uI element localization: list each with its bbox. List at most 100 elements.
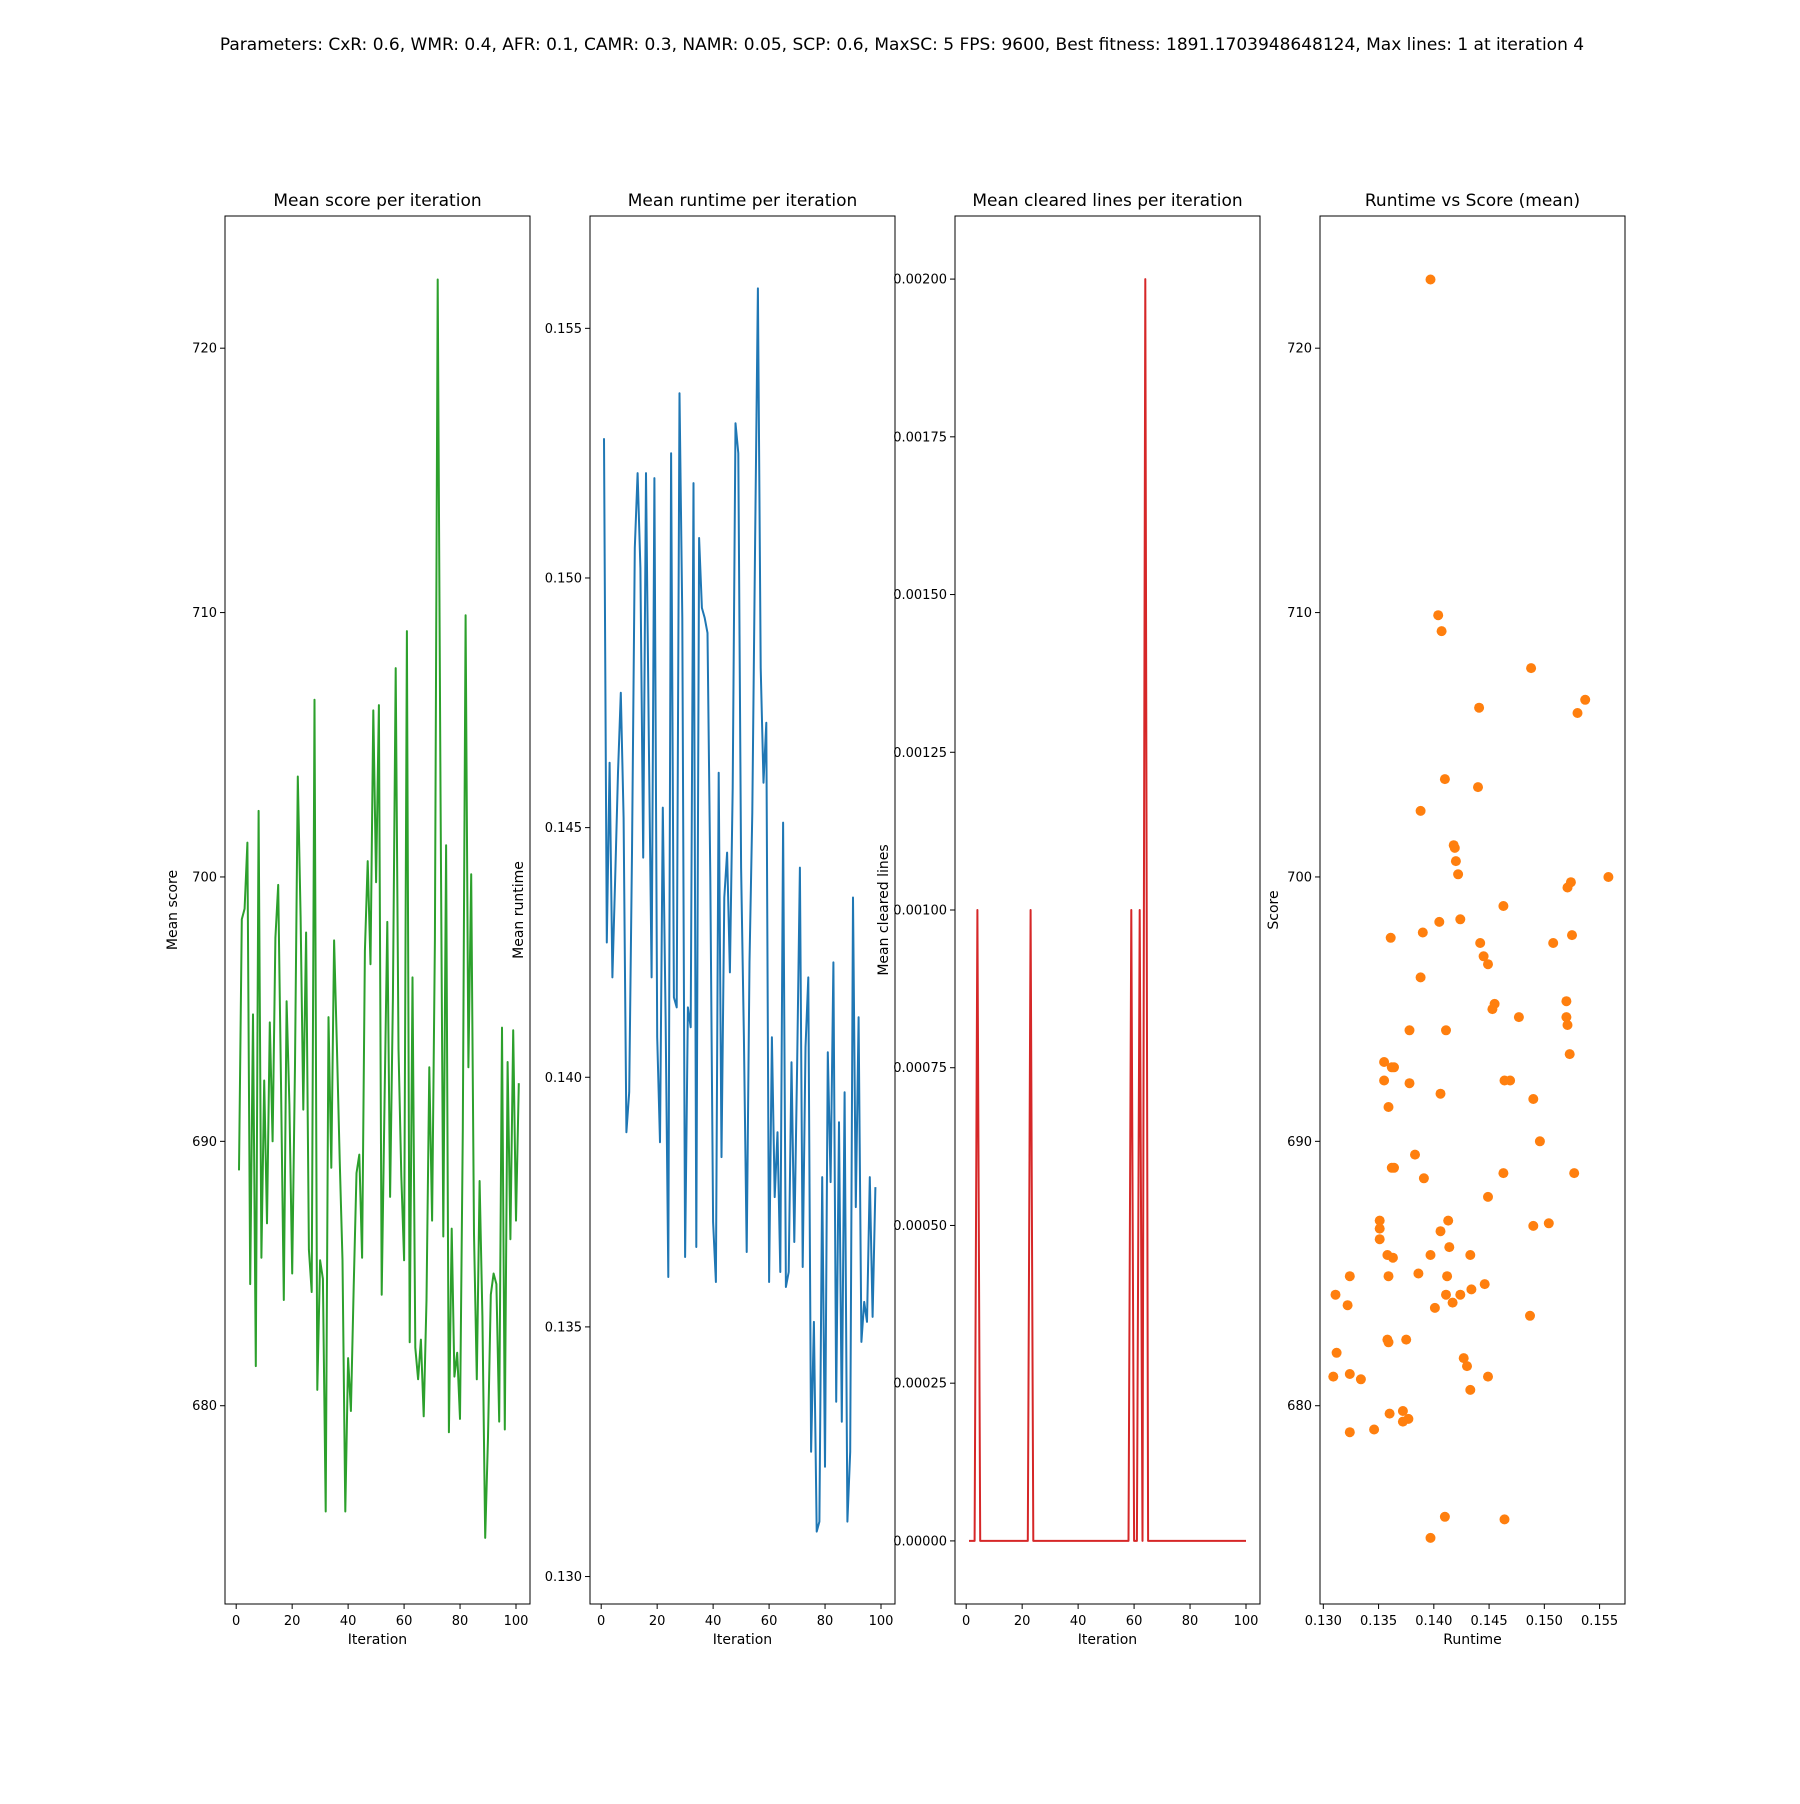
- scatter-point: [1473, 782, 1483, 793]
- scatter-point: [1564, 1049, 1575, 1060]
- scatter-point: [1413, 1268, 1424, 1279]
- scatter-point: [1344, 1369, 1355, 1379]
- scatter-point: [1435, 1088, 1446, 1099]
- y-tick-label: 0.145: [545, 821, 582, 836]
- scatter-point: [1425, 1250, 1436, 1260]
- scatter-point: [1425, 1532, 1436, 1543]
- scatter-point: [1425, 274, 1436, 285]
- scatter-point: [1458, 1353, 1469, 1364]
- y-tick-label: 0.130: [545, 1570, 582, 1585]
- scatter-point: [1561, 996, 1572, 1007]
- chart-mean-score: Mean score per iteration 0 20 40 60 80 100 680 6…: [165, 191, 531, 1648]
- scatter-point: [1415, 805, 1426, 816]
- scatter-point: [1483, 959, 1493, 970]
- scatter-point: [1342, 1300, 1353, 1311]
- y-axis-label: Mean cleared lines: [876, 844, 892, 975]
- y-tick-label: 720: [1287, 342, 1312, 357]
- scatter-point: [1379, 1075, 1390, 1086]
- y-tick-label: 0.140: [545, 1071, 582, 1086]
- scatter-point: [1455, 914, 1466, 925]
- x-tick-label: 0.155: [1581, 1614, 1618, 1629]
- scatter-point: [1475, 938, 1486, 948]
- y-tick-label: 700: [192, 870, 217, 885]
- scatter-point: [1439, 1511, 1450, 1522]
- x-axis-label: Iteration: [348, 1632, 407, 1648]
- x-tick-label: 100: [504, 1614, 529, 1629]
- scatter-point: [1410, 1149, 1420, 1160]
- y-tick-label: 0.00000: [893, 1534, 947, 1549]
- scatter-point: [1443, 1215, 1454, 1226]
- scatter-point: [1534, 1136, 1545, 1147]
- axes-frame: [589, 215, 896, 1605]
- scatter-point: [1435, 1226, 1446, 1237]
- scatter-point: [1479, 1279, 1490, 1290]
- x-tick-label: 0.140: [1415, 1614, 1452, 1629]
- y-tick-label: 690: [192, 1135, 217, 1150]
- x-tick-label: 80: [817, 1614, 834, 1629]
- scatter-point: [1441, 1025, 1451, 1036]
- axes-frame: [224, 215, 531, 1605]
- scatter-point: [1344, 1427, 1355, 1438]
- chart-title: Runtime vs Score (mean): [1365, 191, 1580, 211]
- scatter-point: [1453, 869, 1464, 880]
- scatter-point: [1383, 1271, 1394, 1282]
- scatter-point: [1444, 1242, 1455, 1253]
- scatter-point: [1389, 1062, 1399, 1073]
- x-tick-label: 40: [705, 1614, 722, 1629]
- chart-title: Mean score per iteration: [273, 191, 481, 211]
- y-tick-label: 0.00025: [893, 1377, 947, 1392]
- scatter-point: [1369, 1424, 1380, 1435]
- y-tick-label: 0.00100: [893, 904, 947, 919]
- scatter-point: [1415, 972, 1426, 983]
- chart-mean-cleared-lines: Mean cleared lines per iteration 0 20 40 60 8…: [876, 191, 1261, 1648]
- scatter-point: [1499, 1514, 1510, 1525]
- y-tick-label: 700: [1287, 870, 1312, 885]
- x-tick-label: 0.150: [1526, 1614, 1563, 1629]
- y-tick-label: 680: [192, 1399, 217, 1414]
- scatter-point: [1572, 708, 1583, 718]
- scatter-point: [1498, 1168, 1509, 1179]
- y-tick-label: 690: [1287, 1135, 1312, 1150]
- scatter-point: [1439, 774, 1450, 785]
- scatter-point: [1449, 842, 1460, 853]
- scatter-point: [1483, 1371, 1493, 1382]
- y-tick-label: 0.00075: [893, 1061, 947, 1076]
- y-tick-label: 680: [1287, 1399, 1312, 1414]
- scatter-point: [1401, 1334, 1412, 1345]
- scatter-point: [1569, 1168, 1580, 1179]
- scatter-point: [1442, 1271, 1453, 1282]
- y-tick-label: 0.00150: [893, 588, 947, 603]
- scatter-point: [1580, 694, 1591, 705]
- scatter-point: [1328, 1371, 1339, 1382]
- x-tick-label: 0.145: [1470, 1614, 1507, 1629]
- x-tick-label: 0.130: [1305, 1614, 1342, 1629]
- scatter-point: [1562, 882, 1573, 893]
- scatter-point: [1528, 1220, 1539, 1231]
- axes-frame: [954, 215, 1261, 1605]
- scatter-point: [1433, 610, 1444, 621]
- y-tick-label: 710: [192, 606, 217, 621]
- x-tick-label: 20: [284, 1614, 301, 1629]
- scatter-point: [1465, 1384, 1476, 1395]
- scatter-point: [1474, 702, 1485, 713]
- y-axis-label: Mean score: [165, 870, 181, 950]
- scatter-point: [1389, 1162, 1399, 1173]
- subplots: Mean score per iteration 0 20 40 60 80 100 680 6…: [165, 191, 1626, 1648]
- scatter-point: [1384, 1408, 1395, 1419]
- scatter-point: [1441, 1289, 1451, 1300]
- scatter-point: [1513, 1012, 1524, 1023]
- y-tick-label: 0.00125: [893, 746, 947, 761]
- axes-frame: [1319, 215, 1626, 1605]
- y-tick-label: 0.00050: [893, 1219, 947, 1234]
- x-tick-label: 0: [962, 1614, 970, 1629]
- y-axis-label: Mean runtime: [511, 861, 527, 959]
- scatter-point: [1466, 1284, 1477, 1295]
- scatter-point: [1331, 1347, 1342, 1358]
- scatter-point: [1603, 872, 1614, 882]
- series-line-mean-runtime: [603, 287, 877, 1533]
- y-tick-label: 0.150: [545, 571, 582, 586]
- x-tick-label: 60: [396, 1614, 413, 1629]
- chart-mean-runtime: Mean runtime per iteration 0 20 40 60 80 100 0.…: [511, 191, 896, 1648]
- scatter-point: [1355, 1374, 1366, 1385]
